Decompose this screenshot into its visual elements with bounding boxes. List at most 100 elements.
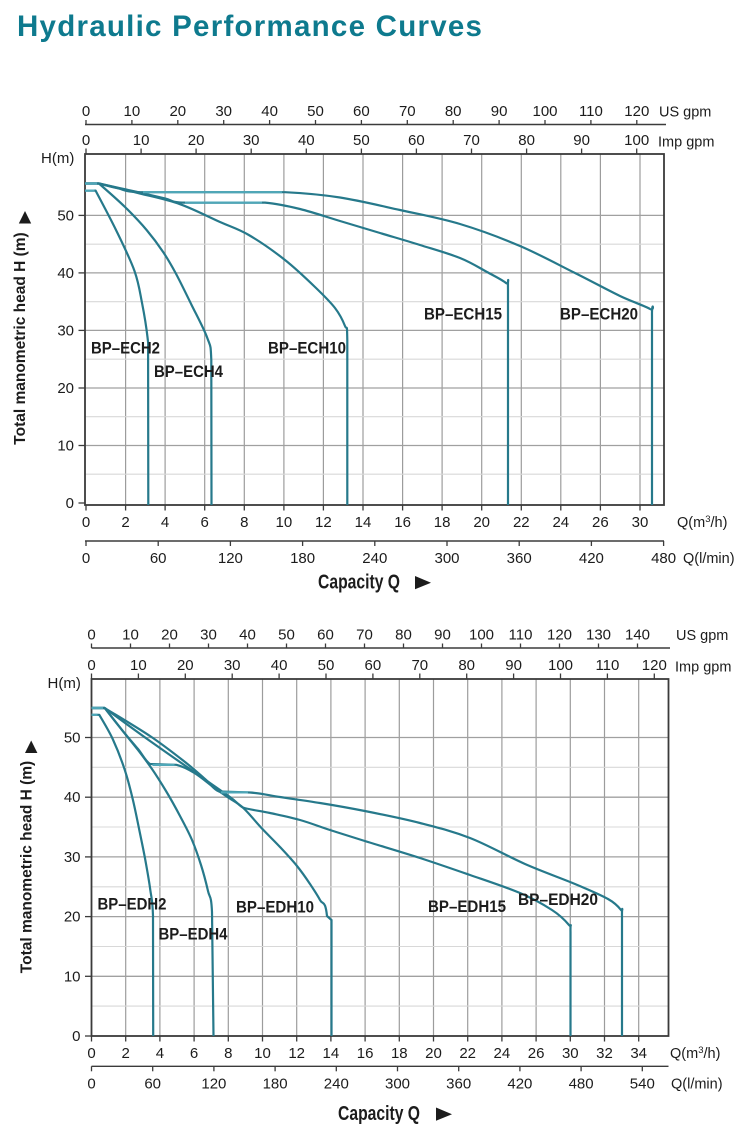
svg-text:10: 10 <box>124 103 141 120</box>
svg-text:12: 12 <box>315 514 332 531</box>
svg-text:480: 480 <box>569 1075 594 1092</box>
svg-text:60: 60 <box>144 1075 161 1092</box>
svg-text:H(m): H(m) <box>41 150 74 167</box>
svg-text:10: 10 <box>254 1045 271 1062</box>
svg-text:90: 90 <box>573 132 590 149</box>
svg-text:30: 30 <box>243 132 260 149</box>
svg-text:6: 6 <box>201 514 209 531</box>
svg-text:0: 0 <box>87 627 95 644</box>
svg-text:20: 20 <box>169 103 186 120</box>
svg-text:50: 50 <box>318 657 335 674</box>
svg-text:34: 34 <box>630 1045 647 1062</box>
svg-text:26: 26 <box>528 1045 545 1062</box>
svg-text:10: 10 <box>122 627 139 644</box>
svg-text:24: 24 <box>494 1045 511 1062</box>
svg-text:120: 120 <box>624 103 649 120</box>
svg-text:12: 12 <box>288 1045 305 1062</box>
svg-text:50: 50 <box>307 103 324 120</box>
svg-text:8: 8 <box>224 1045 232 1062</box>
svg-text:Total manometric head H (m): Total manometric head H (m) <box>12 232 29 444</box>
svg-text:120: 120 <box>642 657 667 674</box>
svg-text:BP–EDH20: BP–EDH20 <box>518 890 598 909</box>
svg-text:480: 480 <box>651 550 676 567</box>
svg-text:0: 0 <box>72 1028 80 1045</box>
svg-text:300: 300 <box>385 1075 410 1092</box>
svg-text:BP–EDH15: BP–EDH15 <box>428 897 506 916</box>
svg-text:60: 60 <box>317 627 334 644</box>
svg-text:240: 240 <box>362 550 387 567</box>
svg-text:30: 30 <box>64 849 81 866</box>
svg-text:22: 22 <box>513 514 530 531</box>
svg-text:BP–ECH2: BP–ECH2 <box>91 339 160 358</box>
svg-text:100: 100 <box>624 132 649 149</box>
svg-text:Imp gpm: Imp gpm <box>658 135 714 151</box>
svg-text:10: 10 <box>276 514 293 531</box>
svg-text:120: 120 <box>547 627 572 644</box>
svg-text:10: 10 <box>133 132 150 149</box>
svg-text:8: 8 <box>240 514 248 531</box>
svg-text:US gpm: US gpm <box>676 628 728 644</box>
svg-text:18: 18 <box>434 514 451 531</box>
svg-text:40: 40 <box>298 132 315 149</box>
svg-text:16: 16 <box>357 1045 374 1062</box>
svg-text:0: 0 <box>82 514 90 531</box>
svg-text:14: 14 <box>355 514 372 531</box>
svg-text:360: 360 <box>507 550 532 567</box>
svg-text:Q(m3/h): Q(m3/h) <box>670 1045 720 1062</box>
svg-text:140: 140 <box>625 627 650 644</box>
svg-text:16: 16 <box>394 514 411 531</box>
svg-text:Q(m3/h): Q(m3/h) <box>677 514 727 531</box>
svg-text:BP–ECH15: BP–ECH15 <box>424 305 502 324</box>
svg-text:BP–ECH10: BP–ECH10 <box>268 339 346 358</box>
svg-text:60: 60 <box>353 103 370 120</box>
svg-text:60: 60 <box>365 657 382 674</box>
svg-text:6: 6 <box>190 1045 198 1062</box>
svg-text:30: 30 <box>215 103 232 120</box>
svg-text:BP–EDH4: BP–EDH4 <box>159 925 228 944</box>
svg-text:BP–ECH4: BP–ECH4 <box>154 362 223 381</box>
svg-text:BP–ECH20: BP–ECH20 <box>560 305 638 324</box>
svg-text:18: 18 <box>391 1045 408 1062</box>
svg-text:120: 120 <box>218 550 243 567</box>
svg-text:60: 60 <box>150 550 167 567</box>
svg-text:14: 14 <box>323 1045 340 1062</box>
svg-text:32: 32 <box>596 1045 613 1062</box>
svg-text:50: 50 <box>278 627 295 644</box>
svg-text:60: 60 <box>408 132 425 149</box>
svg-text:0: 0 <box>87 1075 95 1092</box>
svg-text:10: 10 <box>57 438 74 455</box>
svg-text:2: 2 <box>121 514 129 531</box>
svg-text:Total manometric head H (m): Total manometric head H (m) <box>19 761 36 973</box>
svg-text:180: 180 <box>263 1075 288 1092</box>
svg-text:30: 30 <box>562 1045 579 1062</box>
svg-text:26: 26 <box>592 514 609 531</box>
svg-text:0: 0 <box>82 132 90 149</box>
svg-text:Capacity Q: Capacity Q <box>318 572 400 594</box>
svg-text:90: 90 <box>434 627 451 644</box>
svg-text:40: 40 <box>261 103 278 120</box>
svg-text:0: 0 <box>66 495 74 512</box>
svg-text:20: 20 <box>161 627 178 644</box>
svg-text:100: 100 <box>469 627 494 644</box>
svg-text:70: 70 <box>356 627 373 644</box>
svg-text:20: 20 <box>64 909 81 926</box>
svg-text:4: 4 <box>156 1045 164 1062</box>
svg-text:Q(l/min): Q(l/min) <box>671 1076 723 1092</box>
svg-text:240: 240 <box>324 1075 349 1092</box>
svg-text:80: 80 <box>458 657 475 674</box>
svg-text:70: 70 <box>411 657 428 674</box>
svg-text:30: 30 <box>224 657 241 674</box>
svg-text:180: 180 <box>290 550 315 567</box>
svg-text:130: 130 <box>586 627 611 644</box>
svg-text:Q(l/min): Q(l/min) <box>683 551 735 567</box>
svg-text:80: 80 <box>445 103 462 120</box>
svg-text:40: 40 <box>57 265 74 282</box>
svg-text:40: 40 <box>239 627 256 644</box>
svg-text:Capacity Q: Capacity Q <box>338 1103 420 1125</box>
svg-text:Imp gpm: Imp gpm <box>675 660 731 676</box>
svg-text:0: 0 <box>87 657 95 674</box>
svg-text:80: 80 <box>518 132 535 149</box>
svg-text:420: 420 <box>579 550 604 567</box>
svg-text:110: 110 <box>595 657 619 674</box>
svg-text:10: 10 <box>64 968 81 985</box>
